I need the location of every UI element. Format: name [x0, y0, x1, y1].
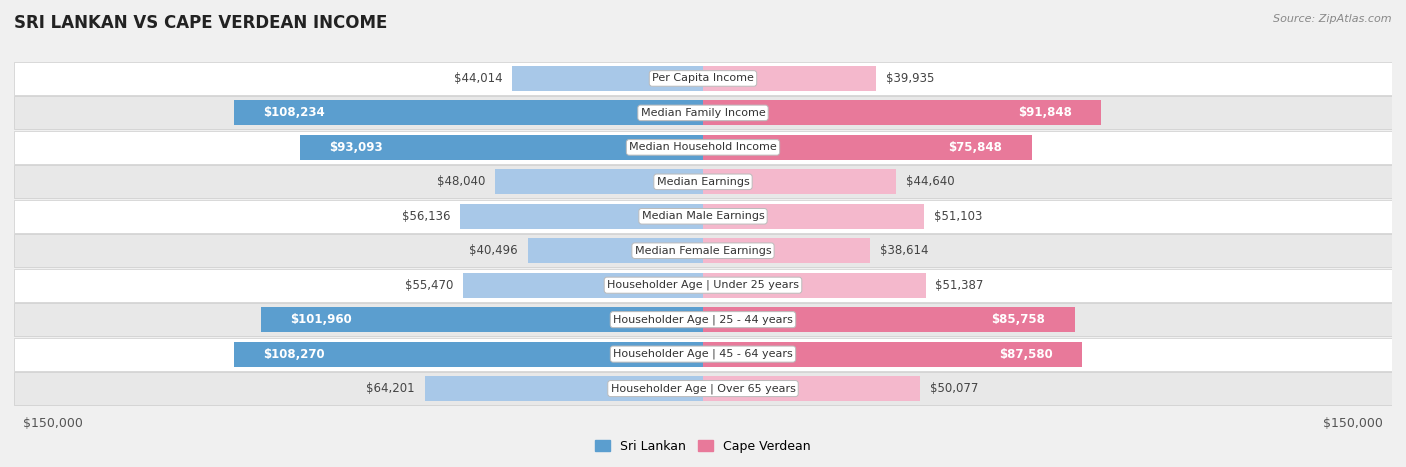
- Bar: [703, 307, 1074, 332]
- Bar: [527, 238, 703, 263]
- Bar: [14, 372, 1392, 405]
- Bar: [703, 238, 870, 263]
- Text: Per Capita Income: Per Capita Income: [652, 73, 754, 84]
- Text: Householder Age | 25 - 44 years: Householder Age | 25 - 44 years: [613, 314, 793, 325]
- Text: Householder Age | Under 25 years: Householder Age | Under 25 years: [607, 280, 799, 290]
- Bar: [703, 273, 925, 297]
- Text: Median Male Earnings: Median Male Earnings: [641, 211, 765, 221]
- Bar: [495, 170, 703, 194]
- Text: $75,848: $75,848: [949, 141, 1002, 154]
- Text: $64,201: $64,201: [367, 382, 415, 395]
- Text: $101,960: $101,960: [291, 313, 353, 326]
- Text: $108,270: $108,270: [263, 347, 325, 361]
- Bar: [703, 66, 876, 91]
- Text: Median Earnings: Median Earnings: [657, 177, 749, 187]
- Bar: [512, 66, 703, 91]
- Text: $40,496: $40,496: [470, 244, 517, 257]
- Bar: [299, 135, 703, 160]
- Text: $85,758: $85,758: [991, 313, 1045, 326]
- Bar: [233, 342, 703, 367]
- Text: $39,935: $39,935: [886, 72, 934, 85]
- Text: $50,077: $50,077: [929, 382, 979, 395]
- Bar: [703, 376, 920, 401]
- Text: $93,093: $93,093: [329, 141, 382, 154]
- Bar: [14, 234, 1392, 267]
- Text: Median Female Earnings: Median Female Earnings: [634, 246, 772, 256]
- Bar: [262, 307, 703, 332]
- Bar: [703, 204, 924, 229]
- Text: Median Family Income: Median Family Income: [641, 108, 765, 118]
- Text: $51,387: $51,387: [935, 279, 984, 292]
- Bar: [14, 269, 1392, 302]
- Bar: [463, 273, 703, 297]
- Text: $51,103: $51,103: [934, 210, 983, 223]
- Bar: [703, 100, 1101, 125]
- Bar: [703, 135, 1032, 160]
- Bar: [14, 165, 1392, 198]
- Bar: [425, 376, 703, 401]
- Text: $44,640: $44,640: [907, 175, 955, 188]
- Bar: [14, 303, 1392, 336]
- Text: $44,014: $44,014: [454, 72, 502, 85]
- Text: Source: ZipAtlas.com: Source: ZipAtlas.com: [1274, 14, 1392, 24]
- Bar: [14, 62, 1392, 95]
- Bar: [233, 100, 703, 125]
- Text: Median Household Income: Median Household Income: [628, 142, 778, 152]
- Text: $56,136: $56,136: [402, 210, 450, 223]
- Text: Householder Age | Over 65 years: Householder Age | Over 65 years: [610, 383, 796, 394]
- Bar: [14, 131, 1392, 164]
- Bar: [703, 342, 1083, 367]
- Bar: [460, 204, 703, 229]
- Text: $87,580: $87,580: [1000, 347, 1053, 361]
- Text: $91,848: $91,848: [1018, 106, 1071, 120]
- Text: $38,614: $38,614: [880, 244, 928, 257]
- Bar: [14, 96, 1392, 129]
- Bar: [14, 338, 1392, 371]
- Text: $55,470: $55,470: [405, 279, 453, 292]
- Text: Householder Age | 45 - 64 years: Householder Age | 45 - 64 years: [613, 349, 793, 359]
- Bar: [14, 200, 1392, 233]
- Text: $108,234: $108,234: [263, 106, 325, 120]
- Bar: [703, 170, 897, 194]
- Text: $48,040: $48,040: [437, 175, 485, 188]
- Text: SRI LANKAN VS CAPE VERDEAN INCOME: SRI LANKAN VS CAPE VERDEAN INCOME: [14, 14, 388, 32]
- Legend: Sri Lankan, Cape Verdean: Sri Lankan, Cape Verdean: [591, 435, 815, 458]
